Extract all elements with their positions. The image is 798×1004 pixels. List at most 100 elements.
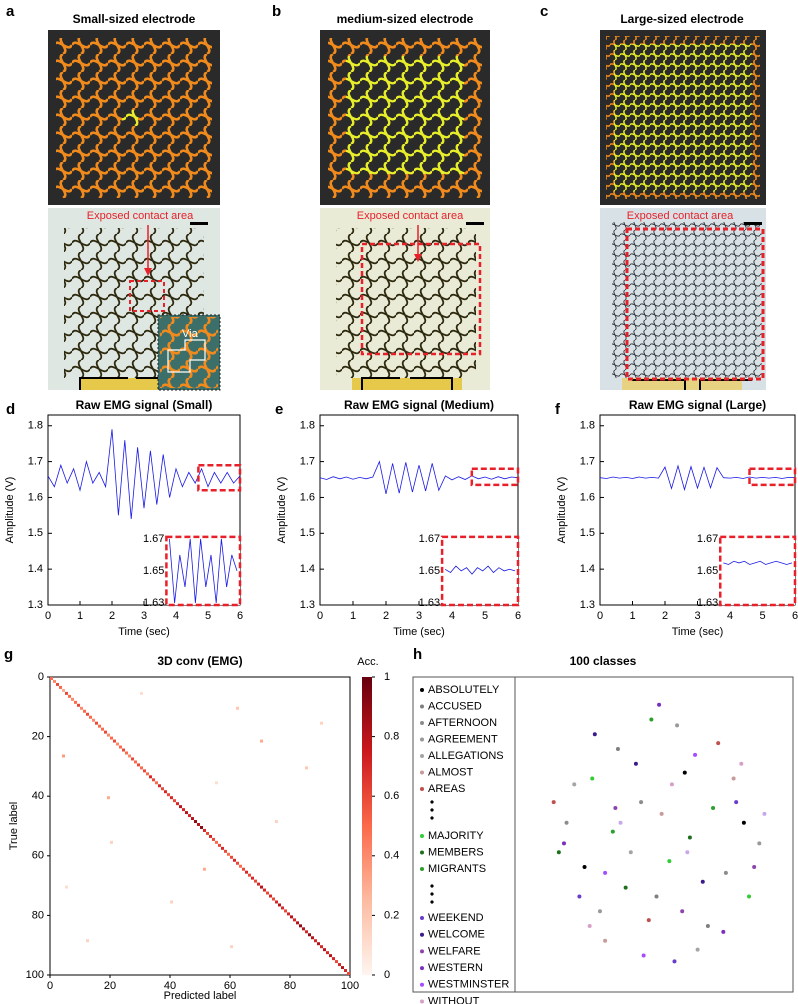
legend-label: WEEKEND [428,912,484,924]
y-tick-label: 1.6 [28,491,43,503]
legend-marker [420,949,424,954]
cell [332,957,335,961]
scale-bar [744,222,762,225]
point [757,841,762,846]
cell [83,709,86,713]
point [603,938,608,943]
cell [344,969,347,973]
cell [164,790,167,794]
cell [275,820,278,824]
legend-marker [420,999,424,1004]
y-axis-label: Amplitude (V) [4,477,16,544]
cell [149,775,152,779]
point [731,776,736,781]
cell [152,778,155,782]
cell [80,706,83,710]
scatter-frame [412,676,794,993]
cell [221,846,224,850]
x-tick-label: 80 [284,980,296,992]
point [615,747,620,751]
cell [104,730,107,734]
zoom-box [197,463,242,492]
panel-letter: a [6,3,15,20]
x-tick-label: 3 [416,610,422,622]
signal [47,429,241,520]
cell [110,736,113,740]
cell [77,703,80,707]
point [687,835,692,840]
y-tick-label: 1.3 [580,599,595,611]
legend-marker [420,688,424,692]
legend-label: WELFARE [428,945,481,957]
cell [143,769,146,773]
connector [352,378,462,390]
scale-bar [466,222,484,225]
cell [260,885,263,889]
cell [305,930,308,934]
cell [140,766,143,770]
cell [113,739,116,743]
chart-title: Raw EMG signal (Large) [629,398,766,412]
cell [158,784,161,788]
x-tick-label: 2 [662,610,668,622]
legend-label: WITHOUT [428,995,480,1004]
cell [242,867,245,871]
x-tick-label: 1 [350,610,356,622]
inset-label: Via [182,328,199,340]
cell [62,754,65,758]
y-tick-label: 1.5 [300,527,315,539]
point [587,924,592,928]
chart-title: Raw EMG signal (Small) [76,398,213,412]
cell [326,951,329,955]
cell [293,918,296,922]
inset-box [165,535,242,607]
panel-letter: d [6,401,15,418]
cell [239,864,242,868]
cell [65,885,68,889]
cell [86,939,89,943]
point [597,909,602,914]
point [610,829,615,834]
x-tick-label: 5 [205,610,211,622]
colorbar-tick-label: 0.8 [384,731,399,743]
cell [182,808,185,812]
point [762,811,767,816]
chart-title: 100 classes [570,654,637,668]
cell [236,861,239,865]
contact-area [346,56,464,174]
legend-marker [420,704,424,709]
point [669,782,674,787]
contact-area [122,110,138,126]
x-tick-label: 0 [45,610,51,622]
inset-tick-label: 1.67 [419,533,440,545]
cell [140,691,143,695]
cell [320,721,323,725]
colorbar-label: Acc. [357,656,378,668]
inset-tick-label: 1.63 [143,597,164,609]
y-tick-label: 1.7 [580,456,595,468]
cell [122,748,125,752]
x-tick-label: 0 [317,610,323,622]
x-tick-label: 0 [597,610,603,622]
inset-tick-label: 1.65 [143,565,164,577]
x-tick-label: 4 [449,610,455,622]
cell [212,837,215,841]
panel-letter: g [4,646,13,663]
cell [191,817,194,821]
cell [302,927,305,931]
point [649,717,654,722]
y-tick-label: 1.3 [300,599,315,611]
x-tick-label: 2 [383,610,389,622]
dashed-box [625,227,765,381]
cell [176,802,179,806]
cell [74,700,77,704]
point [628,850,633,855]
cell [206,831,209,835]
panel-title: Small-sized electrode [73,12,196,26]
point [646,918,651,923]
annotation: Exposed contact area [357,210,464,222]
cell [323,948,326,952]
x-axis-label: Time (sec) [672,626,724,638]
inset-signal [723,560,793,565]
cell [269,894,272,898]
